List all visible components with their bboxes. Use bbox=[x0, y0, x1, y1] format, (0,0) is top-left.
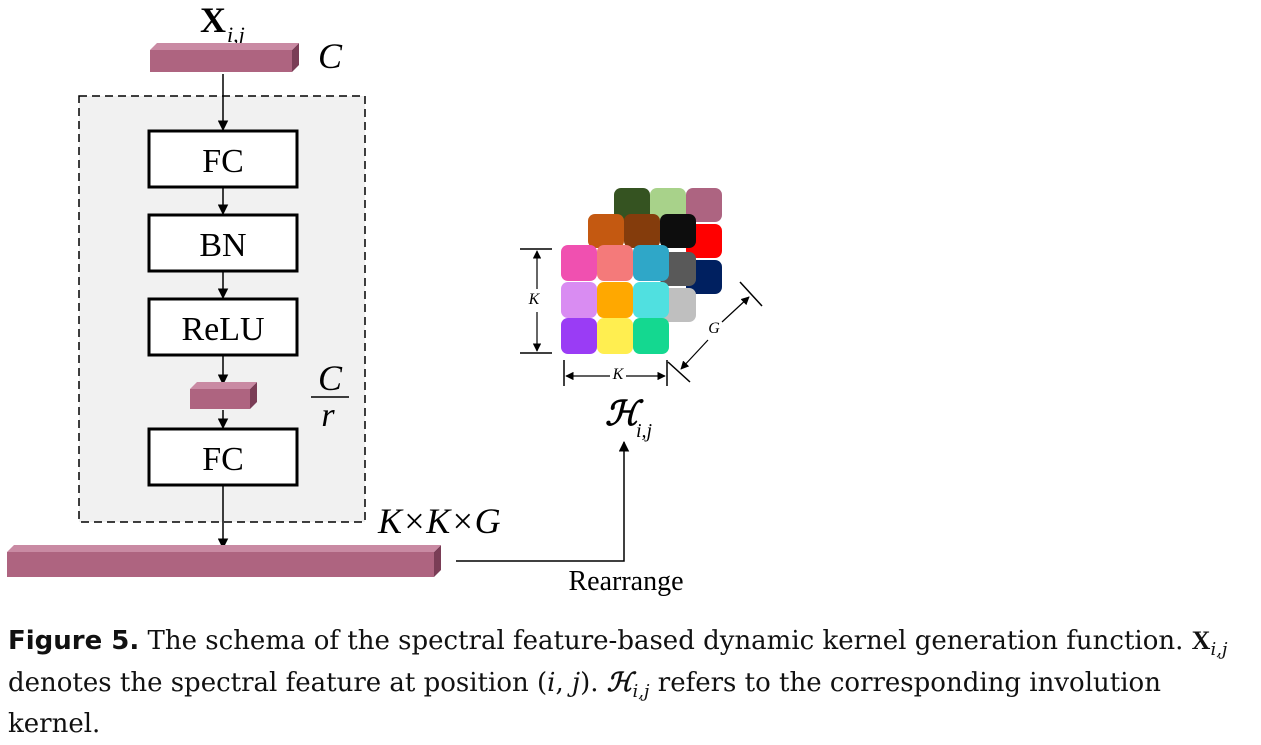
kernel-cell bbox=[633, 245, 669, 281]
kernel-cell bbox=[650, 188, 686, 222]
caption-symbol-x-sub: i,j bbox=[1210, 639, 1228, 661]
kernel-cell bbox=[597, 282, 633, 318]
svg-text:r: r bbox=[321, 397, 335, 434]
caption-text-3: ). bbox=[580, 668, 607, 698]
caption-symbol-h: ℋ bbox=[606, 668, 633, 697]
kernel-cell bbox=[561, 245, 597, 281]
input-feature-label: X bbox=[200, 0, 226, 40]
kernel-k-vertical-dimension: K bbox=[520, 248, 552, 354]
kernel-cell bbox=[660, 214, 696, 248]
kernel-g-dimension: G bbox=[667, 281, 763, 383]
involution-kernel-cube bbox=[561, 188, 722, 354]
rearrange-label: Rearrange bbox=[568, 566, 683, 597]
kernel-cell bbox=[597, 318, 633, 354]
caption-text-1: The schema of the spectral feature-based… bbox=[139, 626, 1192, 656]
figure-caption: Figure 5. The schema of the spectral fea… bbox=[8, 620, 1258, 745]
fc2-block: FC bbox=[147, 427, 299, 487]
caption-pos-j: j bbox=[572, 668, 581, 698]
svg-text:G: G bbox=[708, 320, 720, 337]
input-feature-bar bbox=[150, 43, 299, 72]
kernel-cell bbox=[597, 245, 633, 281]
kernel-cell bbox=[624, 214, 660, 248]
kernel-cell bbox=[633, 318, 669, 354]
bn-block: BN bbox=[147, 213, 299, 273]
kernel-cell bbox=[561, 282, 597, 318]
caption-text-2: denotes the spectral feature at position… bbox=[8, 668, 548, 698]
output-feature-bar bbox=[7, 545, 441, 577]
kernel-cell bbox=[614, 188, 650, 222]
input-feature-subscript: i,j bbox=[227, 22, 245, 47]
caption-symbol-x: X bbox=[1191, 626, 1211, 655]
svg-text:K: K bbox=[528, 291, 541, 308]
figure-label: Figure 5. bbox=[8, 626, 140, 656]
reduced-feature-bar bbox=[190, 382, 257, 409]
caption-pos-i: i bbox=[547, 668, 556, 698]
svg-text:BN: BN bbox=[199, 227, 246, 264]
caption-symbol-h-sub: i,j bbox=[632, 681, 650, 703]
svg-text:FC: FC bbox=[202, 143, 244, 180]
kernel-cell bbox=[561, 318, 597, 354]
input-dim-label: C bbox=[318, 36, 343, 76]
svg-text:FC: FC bbox=[202, 441, 244, 478]
rearrange-arrow bbox=[456, 440, 630, 562]
caption-pos-sep: , bbox=[555, 668, 572, 698]
svg-text:K: K bbox=[612, 366, 625, 383]
kernel-cell bbox=[686, 188, 722, 222]
svg-text:ReLU: ReLU bbox=[181, 311, 264, 348]
kernel-label-subscript: i,j bbox=[636, 420, 653, 442]
output-dim-label: K×K×G bbox=[377, 501, 501, 541]
kernel-generation-diagram: X i,j C FC BN ReLU C r FC bbox=[7, 0, 763, 597]
kernel-k-horizontal-dimension: K bbox=[563, 360, 668, 386]
svg-text:C: C bbox=[318, 358, 343, 398]
reduced-dim-fraction: C r bbox=[311, 358, 349, 434]
relu-block: ReLU bbox=[147, 297, 299, 357]
kernel-cell bbox=[588, 214, 624, 248]
fc1-block: FC bbox=[147, 129, 299, 189]
kernel-label: ℋ bbox=[605, 396, 644, 433]
kernel-cell bbox=[633, 282, 669, 318]
